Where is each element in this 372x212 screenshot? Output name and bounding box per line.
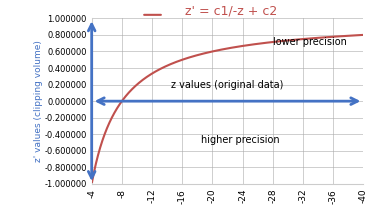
Y-axis label: z' values (clipping volume): z' values (clipping volume): [34, 40, 43, 162]
Title:   z' = c1/-z + c2: z' = c1/-z + c2: [177, 4, 278, 17]
Text: higher precision: higher precision: [201, 135, 280, 145]
Text: z values (original data): z values (original data): [171, 80, 284, 90]
Text: lower precision: lower precision: [273, 37, 347, 47]
